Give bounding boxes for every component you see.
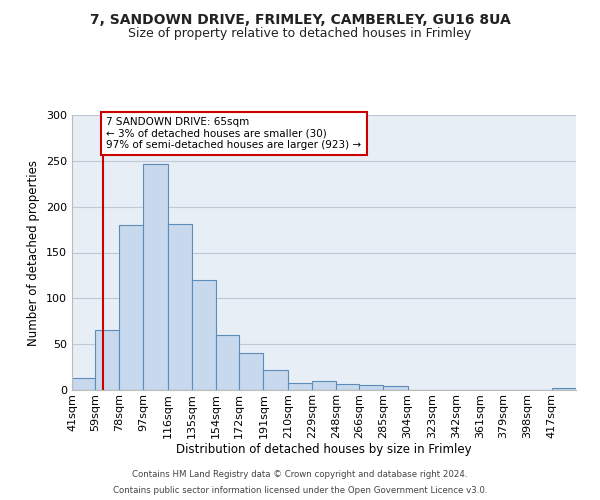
Text: 7 SANDOWN DRIVE: 65sqm
← 3% of detached houses are smaller (30)
97% of semi-deta: 7 SANDOWN DRIVE: 65sqm ← 3% of detached …	[106, 117, 362, 150]
Bar	[552, 388, 576, 390]
Text: 7, SANDOWN DRIVE, FRIMLEY, CAMBERLEY, GU16 8UA: 7, SANDOWN DRIVE, FRIMLEY, CAMBERLEY, GU…	[89, 12, 511, 26]
Bar	[216, 335, 239, 390]
Y-axis label: Number of detached properties: Number of detached properties	[28, 160, 40, 346]
Text: Size of property relative to detached houses in Frimley: Size of property relative to detached ho…	[128, 28, 472, 40]
Bar	[312, 381, 336, 390]
Bar	[287, 382, 312, 390]
Bar	[167, 224, 192, 390]
Bar	[359, 384, 383, 390]
Bar	[239, 354, 263, 390]
Bar	[119, 225, 143, 390]
Bar	[383, 386, 407, 390]
Bar	[263, 370, 287, 390]
Bar	[95, 330, 119, 390]
Text: Contains HM Land Registry data © Crown copyright and database right 2024.: Contains HM Land Registry data © Crown c…	[132, 470, 468, 479]
Bar	[143, 164, 167, 390]
Bar	[192, 280, 216, 390]
Bar	[336, 384, 359, 390]
Text: Contains public sector information licensed under the Open Government Licence v3: Contains public sector information licen…	[113, 486, 487, 495]
Bar	[72, 378, 95, 390]
X-axis label: Distribution of detached houses by size in Frimley: Distribution of detached houses by size …	[176, 444, 472, 456]
